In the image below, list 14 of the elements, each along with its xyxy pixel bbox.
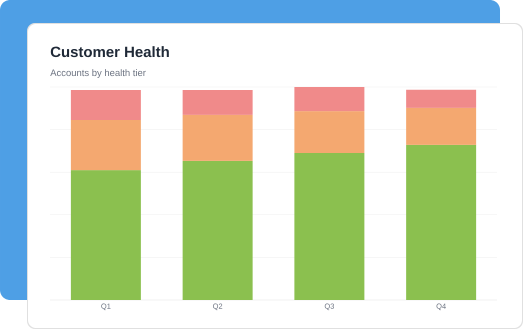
bar [182,90,253,115]
bar [294,86,364,112]
bar [70,170,141,300]
bar [182,114,253,161]
bar [182,160,253,300]
bar [294,153,364,300]
bar [70,120,141,170]
chart-subtitle: Accounts by health tier [50,69,146,78]
chart-title: Customer Health [50,46,169,58]
bar [294,111,364,154]
bar [406,90,476,108]
bar [406,108,476,145]
bar [406,144,476,300]
bar [70,90,141,120]
